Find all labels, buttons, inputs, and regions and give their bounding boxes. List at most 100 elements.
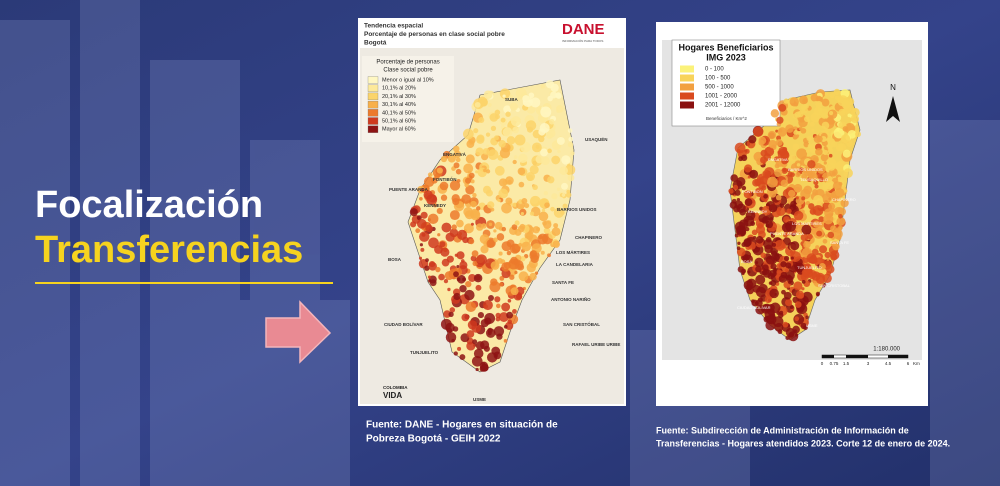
map-blob bbox=[490, 278, 498, 286]
place-label: TUNJUELITO bbox=[797, 265, 822, 270]
map-blob bbox=[838, 213, 843, 219]
map-blob bbox=[783, 98, 789, 104]
map-blob bbox=[823, 214, 834, 225]
map-blob bbox=[468, 238, 475, 245]
map-blob bbox=[499, 275, 505, 281]
map-blob bbox=[815, 291, 821, 296]
map-blob bbox=[435, 266, 441, 273]
map-blob bbox=[418, 256, 423, 260]
map-blob bbox=[814, 184, 819, 189]
legend-swatch bbox=[367, 92, 379, 101]
map-blob bbox=[546, 128, 556, 138]
map-blob bbox=[809, 208, 817, 215]
map-blob bbox=[730, 174, 738, 182]
map-blob bbox=[509, 274, 515, 280]
map-blob bbox=[767, 272, 775, 280]
map-blob bbox=[823, 161, 827, 165]
map-blob bbox=[487, 149, 499, 160]
map-blob bbox=[511, 243, 521, 254]
map-blob bbox=[464, 182, 469, 188]
map-blob bbox=[521, 198, 528, 204]
map-blob bbox=[758, 139, 765, 146]
map-blob bbox=[808, 203, 815, 210]
map-blob bbox=[480, 245, 489, 254]
map-blob bbox=[775, 252, 780, 257]
map-blob bbox=[511, 224, 518, 230]
map-blob bbox=[543, 190, 549, 196]
map-blob bbox=[556, 187, 561, 191]
map-blob bbox=[436, 167, 443, 174]
map-blob bbox=[838, 143, 844, 149]
map-blob bbox=[490, 261, 500, 270]
map-blob bbox=[457, 346, 462, 351]
map-blob bbox=[762, 303, 772, 313]
map-blob bbox=[843, 168, 853, 178]
map-blob bbox=[519, 223, 526, 230]
map-blob bbox=[755, 299, 763, 307]
map-blob bbox=[470, 200, 477, 208]
map-blob bbox=[509, 102, 519, 111]
map-blob bbox=[801, 268, 810, 277]
map-blob bbox=[784, 268, 789, 273]
map-blob bbox=[827, 231, 835, 239]
map-blob bbox=[781, 243, 787, 249]
map-blob bbox=[765, 220, 774, 229]
map-blob bbox=[434, 173, 440, 180]
map-blob bbox=[793, 281, 803, 291]
place-label: CHAPINERO bbox=[832, 197, 856, 202]
map-blob bbox=[465, 280, 472, 288]
map-blob bbox=[793, 264, 797, 268]
place-label: USAQUÉN bbox=[585, 135, 608, 142]
map-blob bbox=[421, 232, 426, 237]
map-blob bbox=[783, 216, 790, 223]
map-blob bbox=[433, 203, 438, 208]
place-label: BOSA bbox=[741, 259, 752, 264]
map-blob bbox=[795, 290, 805, 299]
map-blob bbox=[805, 315, 809, 319]
map-blob bbox=[745, 210, 756, 221]
map-blob bbox=[803, 185, 813, 195]
map-blob bbox=[518, 181, 525, 188]
caption-left: Pobreza Bogotá - GEIH 2022 bbox=[366, 434, 501, 445]
map-blob bbox=[838, 225, 843, 231]
map-blob bbox=[475, 147, 484, 156]
map-blob bbox=[540, 106, 552, 118]
map-blob bbox=[424, 265, 430, 271]
map-blob bbox=[786, 208, 792, 214]
legend-label: 20,1% al 30% bbox=[382, 94, 416, 100]
map-blob bbox=[487, 327, 493, 333]
map-blob bbox=[416, 218, 427, 229]
map-blob bbox=[547, 253, 551, 258]
heading-line2: Transferencias bbox=[35, 229, 303, 271]
map-blob bbox=[793, 210, 804, 221]
scale-tick: 6 bbox=[907, 361, 910, 366]
map-blob bbox=[744, 198, 753, 206]
map-blob bbox=[453, 271, 459, 278]
map-blob bbox=[829, 92, 835, 99]
map-blob bbox=[488, 222, 493, 227]
map-blob bbox=[834, 187, 845, 198]
map-blob bbox=[736, 246, 741, 251]
map-blob bbox=[501, 241, 512, 252]
map-blob bbox=[425, 224, 433, 233]
map-blob bbox=[493, 326, 505, 337]
map-blob bbox=[483, 345, 490, 352]
map-blob bbox=[755, 305, 765, 315]
map-blob bbox=[465, 154, 475, 164]
map-blob bbox=[803, 141, 810, 148]
map-blob bbox=[486, 144, 490, 148]
map-blob bbox=[736, 198, 741, 202]
place-label: ANTONIO NARIÑO bbox=[551, 296, 591, 302]
map-blob bbox=[800, 322, 807, 330]
map-blob bbox=[753, 236, 757, 240]
map-blob bbox=[743, 164, 753, 173]
map-blob bbox=[749, 169, 759, 179]
map-blob bbox=[441, 222, 452, 233]
map-blob bbox=[793, 183, 803, 193]
map-blob bbox=[734, 142, 746, 154]
map-blob bbox=[444, 271, 454, 280]
map-blob bbox=[832, 242, 840, 251]
map-blob bbox=[456, 277, 461, 282]
map-blob bbox=[770, 279, 777, 286]
map-blob bbox=[805, 149, 810, 153]
